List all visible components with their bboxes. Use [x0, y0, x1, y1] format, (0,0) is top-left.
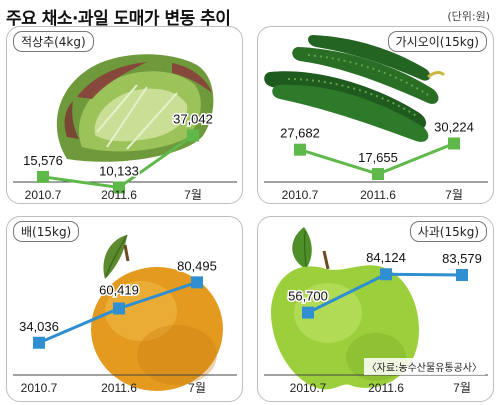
source-note: 〈자료:농수산물유통공사〉 — [363, 358, 485, 375]
data-value-label: 10,133 — [99, 163, 139, 178]
data-value-label: 56,700 — [288, 289, 328, 304]
data-value-label: 60,419 — [99, 282, 139, 297]
data-value-label: 83,579 — [442, 251, 482, 266]
panel-label: 배(15kg) — [13, 221, 80, 242]
data-point-marker — [37, 170, 49, 183]
panel-label: 사과(15kg) — [409, 221, 487, 242]
data-value-label: 30,224 — [434, 119, 474, 134]
data-point-marker — [448, 137, 460, 150]
x-tick-label: 2010.7 — [282, 188, 319, 202]
cucumber-chart: 27,682 17,655 30,224 2010.7 2011.6 7월 — [264, 35, 488, 202]
data-point-marker — [456, 268, 468, 281]
data-value-label: 17,655 — [358, 150, 398, 165]
chart-title: 주요 채소·과일 도매가 변동 추이 — [6, 9, 231, 29]
panel-label: 적상추(4kg) — [13, 31, 94, 52]
data-value-label: 27,682 — [280, 126, 320, 141]
x-tick-label: 7월 — [453, 381, 471, 395]
lettuce-panel: 15,576 10,133 37,042 2010.7 2011.6 7월 적상추(4k… — [6, 26, 243, 204]
data-value-label: 37,042 — [173, 111, 213, 126]
data-point-marker — [380, 268, 392, 281]
cucumber-panel: 27,682 17,655 30,224 2010.7 2011.6 7월 가시오이(1… — [257, 26, 494, 204]
apple-panel: 56,700 84,124 83,579 2010.7 2011.6 7월 사과(15k… — [257, 216, 494, 402]
x-tick-label: 2011.6 — [101, 188, 137, 202]
x-tick-label: 2011.6 — [360, 188, 396, 202]
data-point-marker — [33, 336, 45, 349]
pear-chart: 34,036 60,419 80,495 2010.7 2011.6 7월 — [13, 234, 237, 395]
x-tick-label: 2010.7 — [21, 381, 58, 395]
pear-panel: 34,036 60,419 80,495 2010.7 2011.6 7월 배(15kg… — [6, 216, 243, 402]
data-point-marker — [294, 143, 306, 156]
data-point-marker — [113, 181, 125, 194]
x-tick-label: 2011.6 — [101, 381, 137, 395]
data-value-label: 15,576 — [23, 153, 63, 168]
data-point-marker — [191, 276, 203, 289]
unit-label: (단위:원) — [447, 10, 490, 23]
x-tick-label: 2010.7 — [25, 188, 62, 202]
data-point-marker — [187, 129, 199, 142]
data-value-label: 34,036 — [19, 319, 59, 334]
data-point-marker — [302, 306, 314, 319]
lettuce-image — [56, 54, 214, 162]
x-tick-label: 2011.6 — [368, 381, 404, 395]
x-tick-label: 7월 — [188, 381, 206, 395]
data-point-marker — [372, 168, 384, 181]
x-tick-label: 7월 — [445, 188, 463, 202]
cucumber-image — [264, 35, 446, 142]
data-point-marker — [113, 302, 125, 315]
x-tick-label: 2010.7 — [290, 381, 327, 395]
x-tick-label: 7월 — [184, 188, 202, 202]
data-value-label: 84,124 — [366, 250, 406, 265]
lettuce-chart: 15,576 10,133 37,042 2010.7 2011.6 7월 — [13, 54, 237, 202]
pear-image — [91, 234, 223, 391]
data-value-label: 80,495 — [177, 258, 217, 273]
panel-label: 가시오이(15kg) — [387, 31, 487, 52]
